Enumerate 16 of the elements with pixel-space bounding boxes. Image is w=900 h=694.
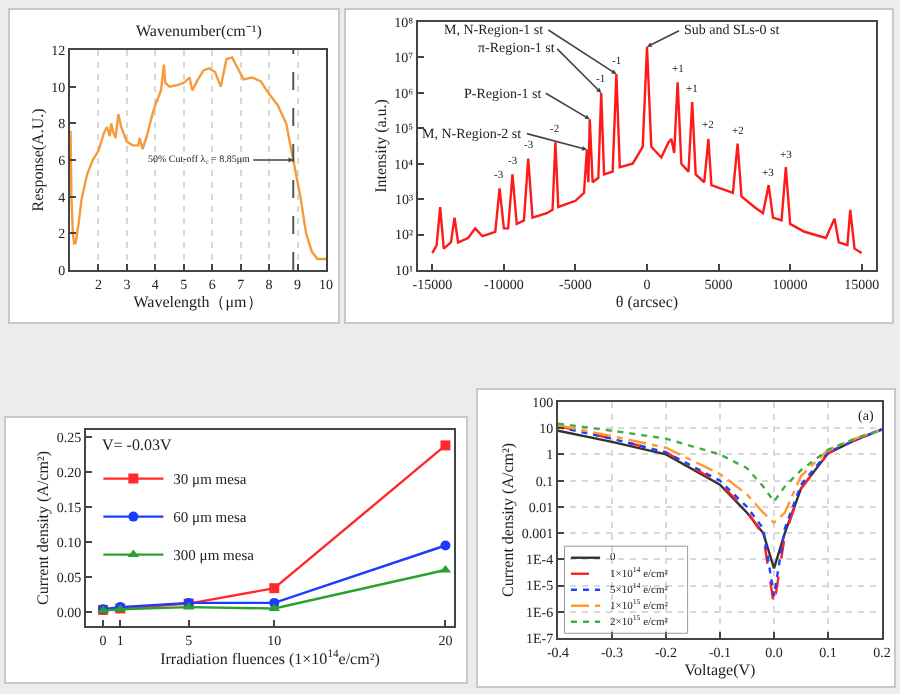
y-axis-title: Response(A.U.) bbox=[28, 107, 47, 212]
y-axis-title: Intensity (a.u.) bbox=[371, 98, 390, 193]
x-axis-title: Voltage(V) bbox=[684, 661, 757, 679]
x2-axis-title: Wavenumber(cm⁻¹) bbox=[136, 22, 263, 40]
point bbox=[440, 440, 451, 451]
line-series bbox=[70, 56, 326, 261]
line-series bbox=[558, 424, 882, 524]
x-axis-title: Wavelength（μm） bbox=[133, 293, 263, 311]
annotation: V= -0.03V bbox=[102, 436, 172, 454]
y-axis-title: Current density (A/cm²) bbox=[499, 442, 518, 598]
x-axis-title: Irradiation fluences (1×10$^{14}$e/cm²) bbox=[160, 648, 381, 668]
x-axis-title: θ (arcsec) bbox=[615, 293, 679, 311]
y-axis-title: Current density (A/cm²) bbox=[34, 450, 53, 606]
point bbox=[440, 540, 451, 551]
line-series bbox=[558, 422, 882, 503]
point bbox=[269, 583, 280, 594]
